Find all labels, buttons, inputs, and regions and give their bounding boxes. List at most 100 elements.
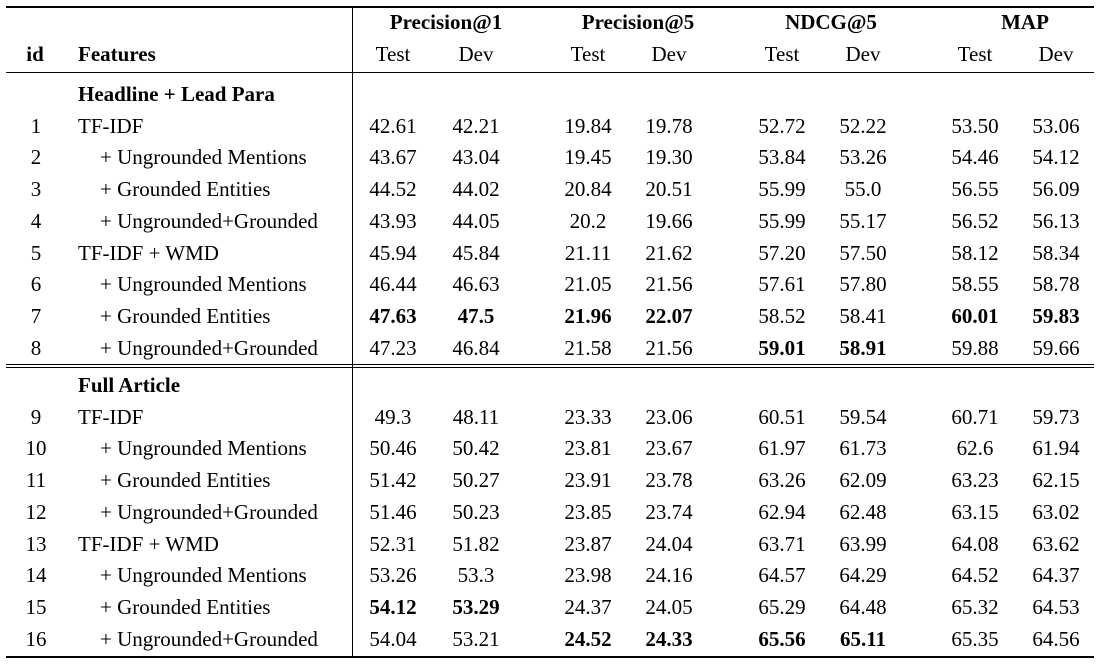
metric-value: 47.23 [369, 336, 417, 360]
metric-value: 58.78 [1032, 272, 1080, 296]
top-rule [6, 6, 1094, 8]
row-feature: + Ungrounded Mentions [100, 272, 307, 296]
metric-value: 58.52 [758, 304, 806, 328]
metric-value: 21.05 [564, 272, 612, 296]
metric-value: 61.94 [1032, 436, 1080, 460]
metric-value: 43.67 [369, 145, 417, 169]
metric-value: 23.98 [564, 563, 612, 587]
metric-value: 61.97 [758, 436, 806, 460]
metric-value: 50.46 [369, 436, 417, 460]
row-feature: + Ungrounded+Grounded [100, 627, 318, 651]
metric-value: 19.66 [645, 209, 693, 233]
row-id: 14 [25, 563, 47, 587]
metric-value: 56.09 [1032, 177, 1080, 201]
metric-value: 24.04 [645, 532, 693, 556]
metric-value: 48.11 [452, 405, 500, 429]
row-id: 2 [30, 145, 42, 169]
metric-value: 47.5 [457, 304, 495, 328]
row-id: 12 [25, 500, 47, 524]
metric-value: 42.21 [452, 114, 500, 138]
metric-value: 46.84 [452, 336, 500, 360]
row-id: 10 [25, 436, 47, 460]
header-sub-test: Test [957, 42, 993, 66]
metric-value: 57.80 [839, 272, 887, 296]
row-id: 16 [25, 627, 47, 651]
metric-value: 21.96 [564, 304, 612, 328]
metric-value: 64.37 [1032, 563, 1080, 587]
metric-value: 55.17 [839, 209, 887, 233]
metric-value: 63.99 [839, 532, 887, 556]
metric-value: 65.56 [758, 627, 806, 651]
metric-value: 24.16 [645, 563, 693, 587]
metric-value: 53.3 [457, 563, 495, 587]
metric-value: 19.30 [645, 145, 693, 169]
metric-value: 45.84 [452, 241, 500, 265]
metric-value: 22.07 [645, 304, 693, 328]
metric-value: 56.52 [951, 209, 999, 233]
header-sub-dev: Dev [651, 42, 687, 66]
metric-value: 63.62 [1032, 532, 1080, 556]
metric-value: 51.42 [369, 468, 417, 492]
row-id: 13 [25, 532, 47, 556]
metric-value: 51.82 [452, 532, 500, 556]
metric-value: 46.44 [369, 272, 417, 296]
metric-value: 62.48 [839, 500, 887, 524]
metric-value: 59.73 [1032, 405, 1080, 429]
metric-value: 53.06 [1032, 114, 1080, 138]
metric-value: 21.56 [645, 272, 693, 296]
header-sub-test: Test [375, 42, 411, 66]
metric-value: 65.32 [951, 595, 999, 619]
metric-value: 63.02 [1032, 500, 1080, 524]
metric-value: 54.46 [951, 145, 999, 169]
metric-value: 47.63 [369, 304, 417, 328]
metric-value: 44.52 [369, 177, 417, 201]
metric-value: 62.15 [1032, 468, 1080, 492]
metric-value: 19.78 [645, 114, 693, 138]
row-feature: + Grounded Entities [100, 304, 271, 328]
metric-value: 53.84 [758, 145, 806, 169]
row-id: 1 [30, 114, 42, 138]
row-id: 8 [30, 336, 42, 360]
metric-value: 59.66 [1032, 336, 1080, 360]
metric-value: 24.37 [564, 595, 612, 619]
metric-value: 64.48 [839, 595, 887, 619]
row-id: 4 [30, 209, 42, 233]
metric-value: 53.26 [839, 145, 887, 169]
header-group-precision1: Precision@1 [389, 10, 503, 34]
metric-value: 21.58 [564, 336, 612, 360]
row-feature: + Ungrounded+Grounded [100, 500, 318, 524]
header-sub-dev: Dev [458, 42, 494, 66]
row-feature: TF-IDF + WMD [78, 532, 219, 556]
metric-value: 49.3 [374, 405, 412, 429]
metric-value: 21.11 [564, 241, 612, 265]
metric-value: 23.81 [564, 436, 612, 460]
metric-value: 23.74 [645, 500, 693, 524]
metric-value: 55.99 [758, 209, 806, 233]
metric-value: 53.26 [369, 563, 417, 587]
metric-value: 44.02 [452, 177, 500, 201]
row-id: 15 [25, 595, 47, 619]
metric-value: 54.04 [369, 627, 417, 651]
header-group-map: MAP [1001, 10, 1049, 34]
metric-value: 63.71 [758, 532, 806, 556]
bottom-rule [6, 656, 1094, 658]
header-group-ndcg5: NDCG@5 [785, 10, 877, 34]
metric-value: 43.04 [452, 145, 500, 169]
row-feature: + Ungrounded+Grounded [100, 336, 318, 360]
metric-value: 62.09 [839, 468, 887, 492]
metric-value: 58.41 [839, 304, 887, 328]
column-divider [352, 6, 353, 658]
metric-value: 64.56 [1032, 627, 1080, 651]
metric-value: 55.0 [844, 177, 882, 201]
metric-value: 24.05 [645, 595, 693, 619]
metric-value: 58.55 [951, 272, 999, 296]
row-id: 6 [30, 272, 42, 296]
row-id: 11 [25, 468, 47, 492]
metric-value: 65.11 [839, 627, 887, 651]
metric-value: 55.99 [758, 177, 806, 201]
metric-value: 63.23 [951, 468, 999, 492]
row-feature: + Grounded Entities [100, 468, 271, 492]
metric-value: 57.61 [758, 272, 806, 296]
metric-value: 23.67 [645, 436, 693, 460]
header-sub-dev: Dev [1038, 42, 1074, 66]
